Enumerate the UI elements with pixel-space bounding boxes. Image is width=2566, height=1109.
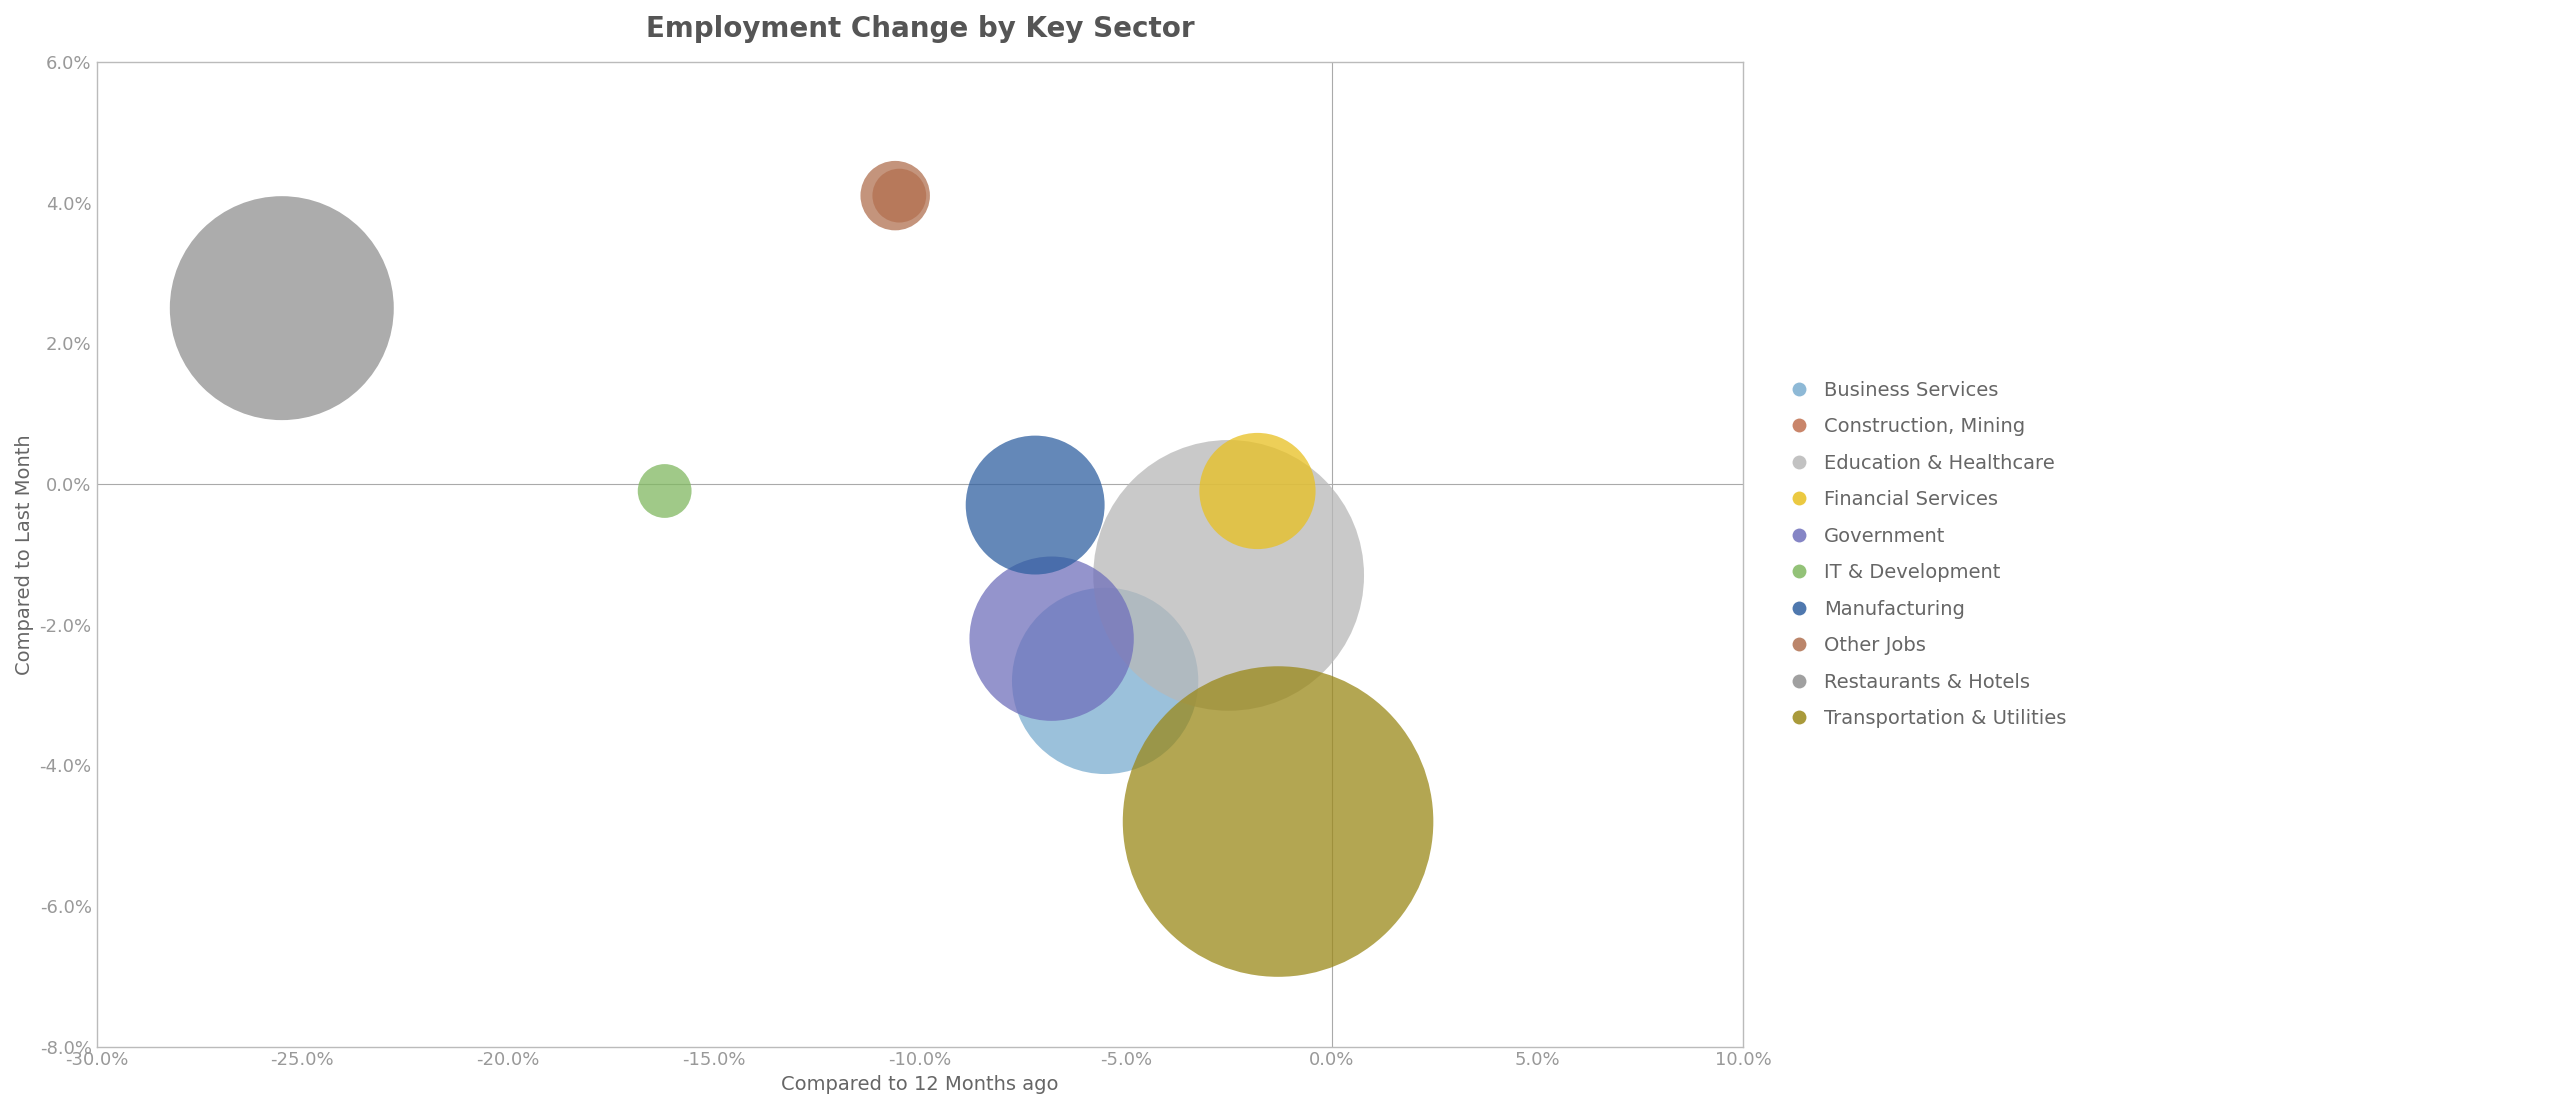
Point [875,186,916,204]
X-axis label: Compared to 12 Months ago: Compared to 12 Months ago [780,1075,1060,1093]
Point [1209,567,1250,584]
Point [1257,813,1298,831]
Point [262,299,303,317]
Y-axis label: Compared to Last Month: Compared to Last Month [15,434,33,674]
Point [1032,630,1073,648]
Point [644,482,685,500]
Point [1237,482,1278,500]
Point [1014,496,1055,513]
Point [878,186,919,204]
Title: Employment Change by Key Sector: Employment Change by Key Sector [647,16,1193,43]
Legend: Business Services, Construction, Mining, Education & Healthcare, Financial Servi: Business Services, Construction, Mining,… [1771,362,2086,747]
Point [1085,672,1126,690]
